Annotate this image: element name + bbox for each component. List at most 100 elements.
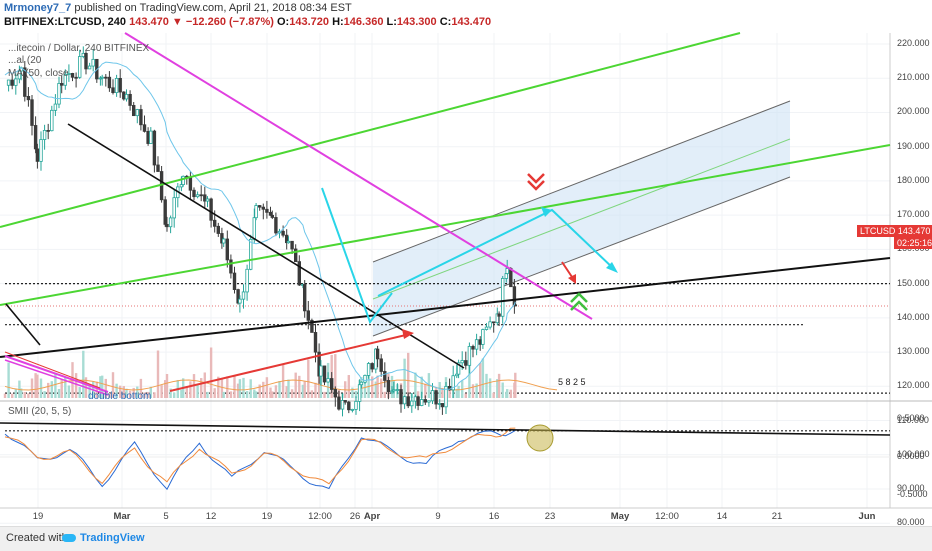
volume-bar bbox=[209, 347, 213, 398]
candle-body bbox=[128, 93, 132, 106]
volume-bar bbox=[3, 393, 7, 398]
candle-body bbox=[484, 326, 489, 330]
cyan-drop-arrow bbox=[321, 187, 393, 325]
candle-body bbox=[375, 348, 380, 360]
price-tick-label: 180.000 bbox=[897, 174, 930, 185]
tradingview-logo[interactable]: TradingView bbox=[62, 532, 145, 544]
candle-body bbox=[430, 390, 435, 402]
time-tick-label: 19 bbox=[32, 511, 44, 522]
red-line-volume bbox=[4, 351, 101, 389]
candle-body bbox=[146, 130, 150, 144]
candle-body bbox=[410, 400, 414, 407]
volume-bar bbox=[119, 385, 122, 398]
black-ascending-trendline bbox=[0, 257, 891, 358]
candle-body bbox=[135, 109, 139, 117]
open-label: O: bbox=[277, 16, 290, 28]
volume-bar bbox=[111, 372, 115, 398]
moving-average-line bbox=[4, 61, 516, 390]
candle-body bbox=[437, 403, 442, 405]
volume-bar bbox=[156, 350, 160, 398]
candle-body bbox=[366, 363, 371, 376]
black-short-line bbox=[5, 303, 41, 346]
candle-body bbox=[232, 272, 237, 290]
created-with-text: Created with bbox=[6, 532, 68, 544]
candle-body bbox=[481, 329, 485, 345]
candle-body bbox=[172, 197, 176, 219]
volume-bar bbox=[278, 380, 281, 398]
candle-body bbox=[6, 79, 11, 86]
volume-bar bbox=[20, 388, 23, 398]
volume-bar bbox=[74, 373, 78, 398]
black-descending-trendline bbox=[67, 123, 465, 369]
red-down-chevrons bbox=[527, 173, 545, 191]
volume-bar bbox=[180, 389, 183, 398]
volume-bar bbox=[363, 378, 367, 398]
volume-bar bbox=[376, 375, 379, 398]
volume-bar bbox=[254, 391, 258, 398]
price-tick-label: 130.000 bbox=[897, 346, 930, 357]
candle-body bbox=[370, 363, 374, 370]
volume-bar bbox=[64, 376, 67, 398]
time-tick-label: 12:00 bbox=[308, 511, 332, 522]
magenta-short-line-a bbox=[4, 355, 109, 393]
candle-body bbox=[53, 103, 58, 111]
volume-bar bbox=[262, 381, 265, 398]
volume-bar bbox=[226, 376, 229, 398]
candle-body bbox=[165, 223, 169, 228]
volume-bar bbox=[164, 380, 167, 398]
volume-bar bbox=[146, 391, 150, 398]
candle-body bbox=[60, 83, 64, 86]
candle-body bbox=[467, 346, 472, 366]
red-volume-arrow bbox=[169, 333, 411, 392]
magenta-short-line-b bbox=[4, 359, 109, 396]
volume-bar bbox=[95, 381, 98, 398]
volume-bar bbox=[43, 391, 46, 398]
author-name[interactable]: Mrmoney7_7 bbox=[4, 2, 72, 14]
volume-bar bbox=[238, 379, 242, 398]
volume-bar bbox=[104, 378, 107, 398]
volume-ma-line bbox=[4, 379, 558, 391]
ohlc-line: BITFINEX:LTCUSD, 240 143.470 ▼ −12.260 (… bbox=[4, 16, 491, 28]
earnings-badge[interactable]: 5 8 2 5 bbox=[558, 377, 586, 387]
volume-bar bbox=[303, 381, 306, 398]
candle-body bbox=[274, 217, 278, 234]
candle-body bbox=[248, 238, 253, 270]
candle-body bbox=[427, 400, 431, 403]
volume-bar bbox=[132, 387, 135, 398]
candle-body bbox=[326, 378, 330, 383]
candle-body bbox=[195, 194, 200, 198]
price-tick-label: 110.000 bbox=[897, 414, 929, 425]
volume-bar bbox=[78, 387, 81, 398]
candle-body bbox=[413, 396, 418, 402]
volume-bar bbox=[354, 390, 358, 398]
candle-body bbox=[350, 408, 355, 411]
volume-bar bbox=[185, 386, 188, 398]
candle-body bbox=[225, 238, 229, 261]
volume-bar bbox=[82, 350, 85, 398]
last-price: 143.470 bbox=[129, 16, 169, 28]
volume-bar bbox=[27, 393, 30, 398]
volume-bar bbox=[351, 387, 354, 398]
volume-bar bbox=[122, 386, 125, 398]
candle-body bbox=[84, 52, 88, 70]
low-value: 143.300 bbox=[396, 16, 437, 28]
candle-body bbox=[168, 217, 173, 228]
candle-body bbox=[131, 105, 136, 117]
volume-bar bbox=[509, 389, 512, 398]
candle-body bbox=[281, 230, 285, 236]
candle-body bbox=[63, 74, 67, 86]
candle-body bbox=[203, 194, 207, 202]
magenta-trendline bbox=[124, 32, 593, 320]
volume-bar bbox=[265, 377, 269, 398]
time-tick-label: 26 bbox=[349, 511, 361, 522]
candle-body bbox=[395, 389, 400, 391]
candle-body bbox=[478, 339, 482, 345]
candle-body bbox=[245, 268, 249, 293]
candle-body bbox=[500, 278, 505, 317]
candle-body bbox=[139, 109, 143, 126]
candle-body bbox=[434, 390, 438, 405]
volume-bar bbox=[347, 375, 350, 398]
candle-body bbox=[383, 371, 387, 381]
candle-body bbox=[297, 261, 301, 286]
